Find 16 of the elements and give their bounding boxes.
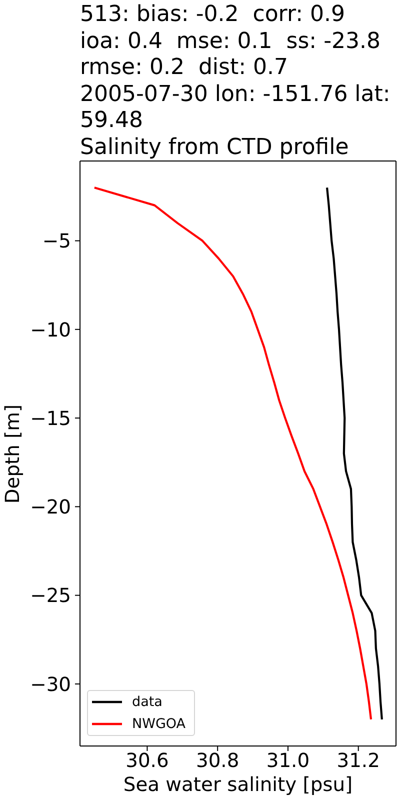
line-series — [326, 186, 383, 720]
y-tick-label: −25 — [30, 584, 71, 608]
legend-label: NWGOA — [132, 716, 186, 732]
x-axis-title: Sea water salinity [psu] — [122, 773, 354, 796]
y-tick-label: −30 — [30, 672, 71, 696]
y-tick-label: −15 — [30, 406, 71, 430]
chart-title: 513: bias: -0.2 corr: 0.9 ioa: 0.4 mse: 0.1 ss: -23.8 rmse: 0.2 dist: 0.7 2005-07-30 lon: -151.76 lat: 59.48 Salinity from CTD profile — [80, 2, 390, 161]
x-tick-label: 31.0 — [266, 748, 310, 772]
x-tick-label: 31.2 — [336, 748, 380, 772]
x-tick-label: 30.8 — [196, 748, 240, 772]
x-tick-label: 30.6 — [126, 748, 169, 772]
y-tick-label: −10 — [30, 318, 71, 342]
y-axis-title: Depth [m] — [0, 404, 24, 504]
legend-label: data — [132, 694, 162, 710]
y-tick-label: −20 — [30, 496, 71, 519]
y-tick-label: −5 — [42, 230, 71, 253]
